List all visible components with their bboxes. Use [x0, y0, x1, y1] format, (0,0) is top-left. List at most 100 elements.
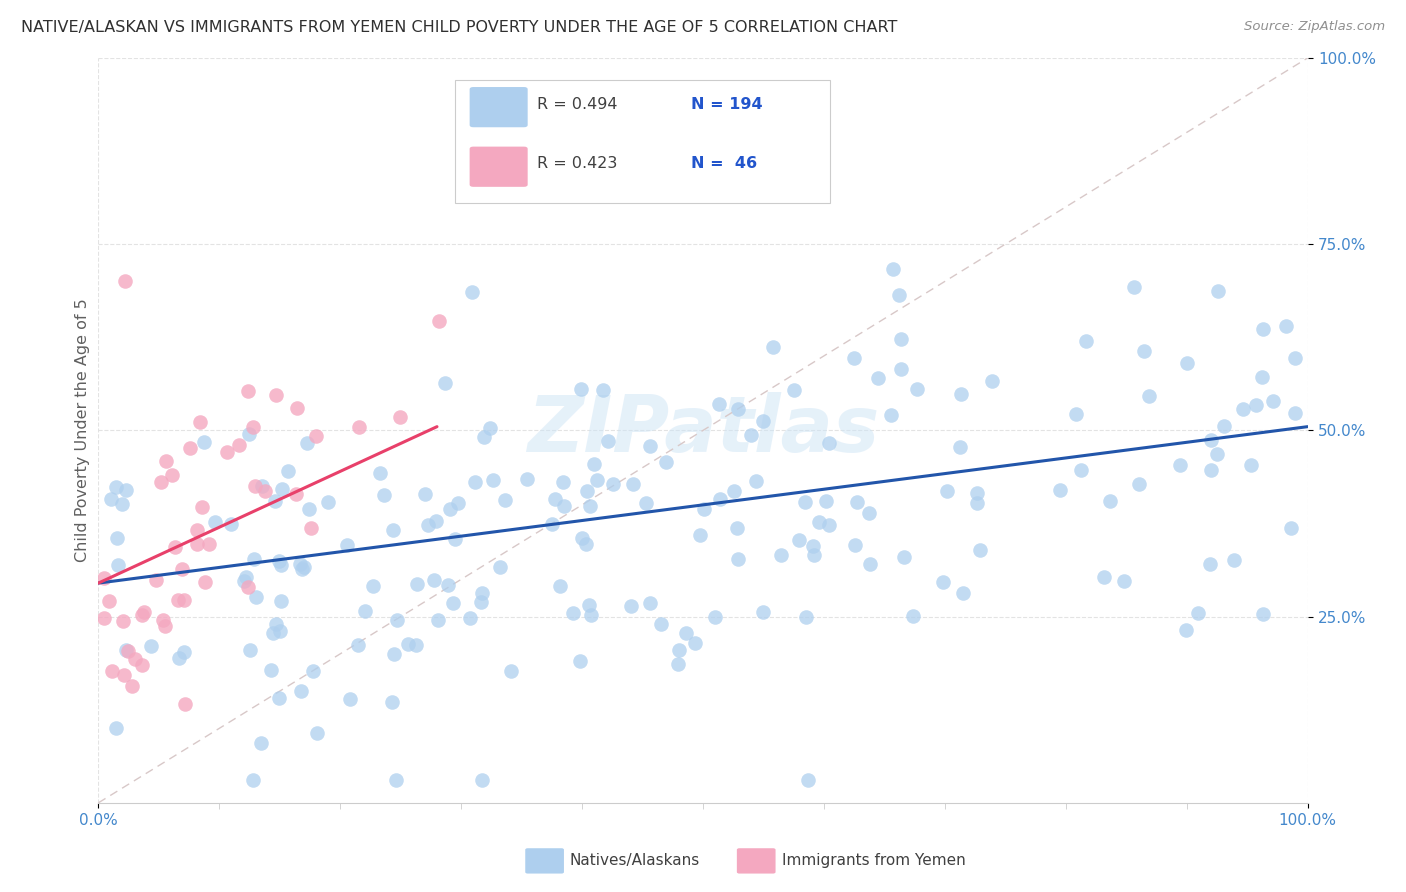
Point [270, 594, 292, 608]
Point [170, 562, 193, 576]
Point [250, 478, 273, 492]
Point [149, 475, 172, 489]
Point [579, 608, 602, 623]
Point [121, 679, 143, 693]
Point [167, 651, 190, 665]
Point [416, 517, 439, 532]
Point [576, 484, 599, 499]
Point [479, 421, 502, 435]
Point [1284, 351, 1306, 365]
Point [163, 541, 186, 555]
Point [235, 570, 257, 584]
Point [638, 597, 661, 611]
Point [284, 487, 307, 501]
Point [569, 654, 592, 668]
Point [243, 552, 266, 566]
Point [541, 516, 564, 531]
Point [114, 274, 136, 288]
Point [228, 438, 250, 452]
Point [562, 606, 585, 620]
Point [501, 664, 523, 678]
Point [654, 455, 676, 469]
Point [305, 429, 328, 443]
Point [396, 637, 419, 651]
Point [243, 479, 266, 493]
Point [551, 475, 574, 490]
Point [269, 624, 291, 638]
Point [242, 420, 264, 434]
Point [866, 371, 889, 385]
Point [191, 500, 214, 514]
Point [727, 551, 749, 566]
Point [1223, 553, 1246, 567]
Point [640, 438, 662, 452]
Point [1070, 463, 1092, 477]
Point [592, 383, 614, 397]
Point [704, 610, 727, 624]
Point [794, 610, 817, 624]
Point [253, 484, 276, 499]
Point [1284, 406, 1306, 420]
Point [1251, 607, 1274, 622]
Point [723, 484, 745, 499]
Point [1174, 624, 1197, 638]
Point [621, 477, 644, 491]
Point [385, 613, 408, 627]
FancyBboxPatch shape [456, 80, 830, 203]
Point [880, 408, 903, 422]
Text: Immigrants from Yemen: Immigrants from Yemen [782, 853, 966, 868]
Point [132, 605, 155, 619]
Text: R = 0.423: R = 0.423 [537, 156, 617, 171]
Point [105, 721, 128, 735]
Point [173, 592, 195, 607]
Point [460, 611, 482, 625]
Point [427, 314, 450, 328]
Text: R = 0.494: R = 0.494 [537, 97, 617, 112]
Point [1213, 419, 1236, 434]
Point [814, 494, 837, 508]
Point [709, 491, 731, 506]
Point [859, 557, 882, 571]
Point [297, 435, 319, 450]
Point [460, 285, 482, 299]
Point [439, 502, 461, 516]
Point [382, 647, 405, 661]
Point [155, 618, 177, 632]
Point [761, 339, 783, 353]
Point [770, 548, 793, 562]
Point [585, 473, 607, 487]
Point [571, 531, 593, 545]
Point [186, 537, 208, 551]
Point [131, 607, 153, 622]
Point [141, 639, 163, 653]
Point [405, 639, 427, 653]
Point [219, 516, 242, 531]
Point [1199, 462, 1222, 476]
Point [291, 562, 314, 576]
Point [101, 665, 124, 679]
Point [441, 596, 464, 610]
Point [1074, 334, 1097, 348]
Point [423, 574, 446, 588]
Point [93, 611, 115, 625]
Point [198, 536, 221, 550]
Point [347, 638, 370, 652]
Point [1122, 280, 1144, 294]
Point [316, 494, 339, 508]
Point [264, 388, 287, 402]
Point [471, 773, 494, 788]
Text: N =  46: N = 46 [690, 156, 756, 171]
Point [727, 401, 749, 416]
Point [93, 571, 115, 585]
Point [145, 573, 167, 587]
Point [217, 444, 239, 458]
Point [1133, 344, 1156, 359]
Point [578, 598, 600, 612]
Point [238, 427, 260, 442]
Point [1187, 606, 1209, 620]
Point [1206, 447, 1229, 461]
Point [160, 468, 183, 483]
Point [488, 559, 510, 574]
Point [1098, 494, 1121, 508]
Point [803, 548, 825, 562]
